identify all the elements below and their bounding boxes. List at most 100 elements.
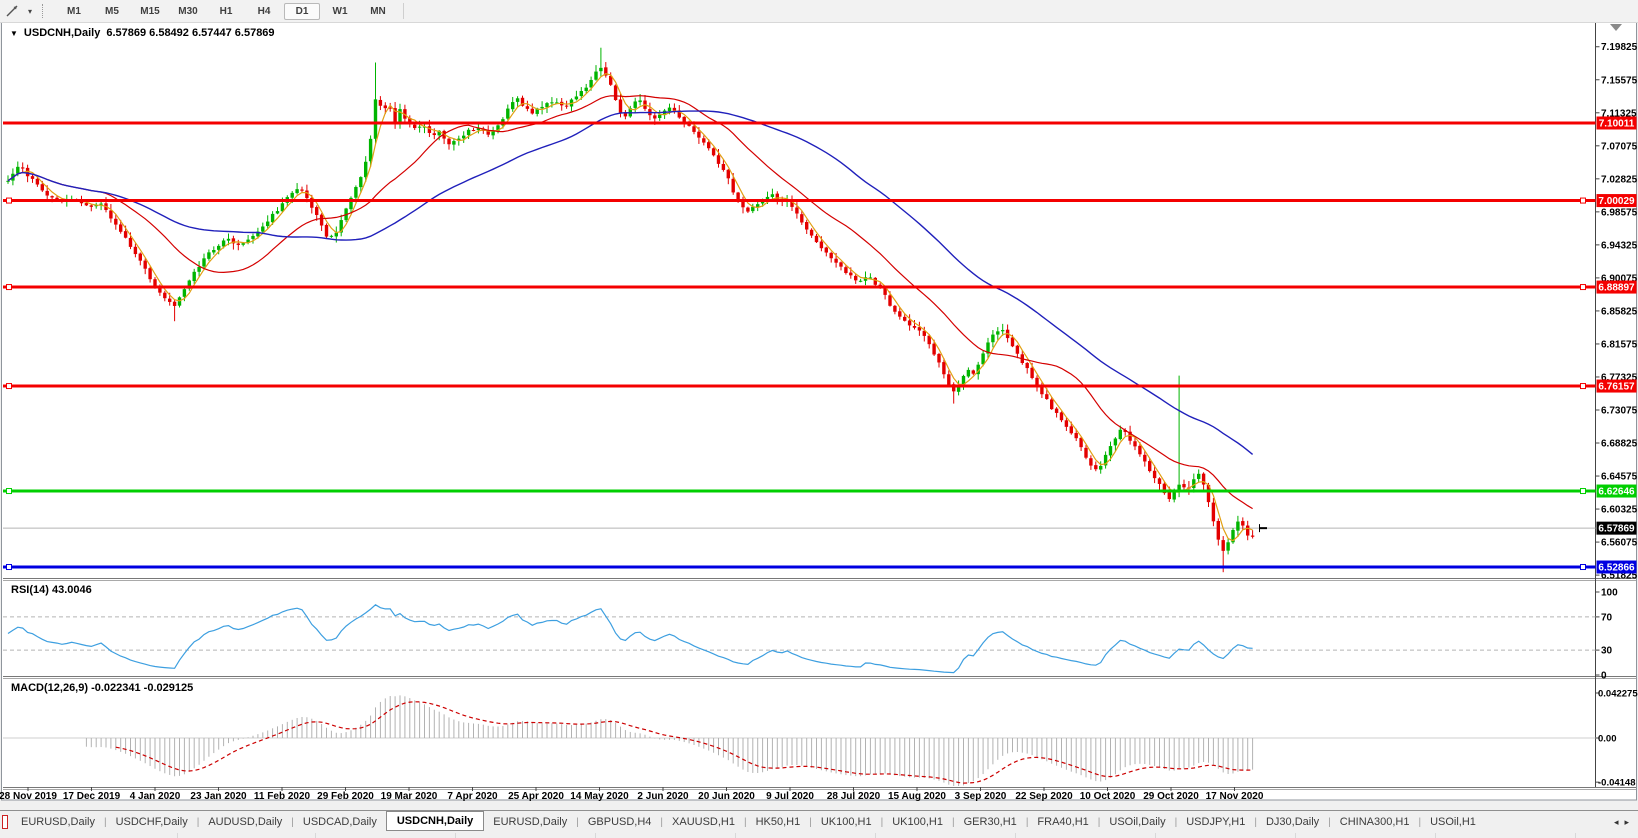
timeframe-button-m1[interactable]: M1 [67,5,81,17]
rsi-pane [3,604,1596,674]
line-handle[interactable] [1580,564,1586,571]
line-handle[interactable] [6,284,12,291]
macd-signal-line [115,701,1253,784]
chart-tab-hk50-h1[interactable]: HK50,H1 [755,816,801,828]
rsi-axis-label: 0 [1601,671,1607,682]
chart-shift-marker[interactable] [1610,24,1622,31]
chart-tab-bar: EURUSD,Daily | USDCHF,Daily | AUDUSD,Daily | U… [0,806,1638,838]
price-axis-label: 6.98575 [1601,207,1638,218]
timeframe-button-d1[interactable]: D1 [284,2,320,20]
date-axis-label: 9 Jul 2020 [766,791,814,802]
price-badge-6.52866 [1596,560,1637,574]
status-strip [0,833,1638,838]
line-studies-glyph [6,5,18,17]
timeframe-button-m30[interactable]: M30 [178,5,198,17]
tab-scroll-right-icon[interactable]: ▸ [1624,816,1629,827]
date-axis-label: 7 Apr 2020 [447,791,498,802]
chart-tab-eurusd-daily[interactable]: EURUSD,Daily [493,816,568,828]
date-axis-label: 11 Feb 2020 [254,791,311,802]
date-axis-label: 17 Nov 2020 [1206,791,1264,802]
tab-separator: | [880,816,884,828]
price-axis-label: 7.02825 [1601,174,1638,185]
ma-medium-line [7,95,1253,510]
chart-tab-dj30-daily[interactable]: DJ30,Daily [1265,816,1320,828]
price-axis-label: 6.90075 [1601,273,1638,284]
chart-tab-gbpusd-h4[interactable]: GBPUSD,H4 [587,816,652,828]
price-badge-label: 6.52866 [1598,563,1635,574]
line-handle[interactable] [6,488,12,495]
chart-tab-xauusd-h1[interactable]: XAUUSD,H1 [672,816,735,828]
date-axis-label: 25 Apr 2020 [508,791,564,802]
timeframe-button-h4[interactable]: H4 [257,5,271,17]
status-strip-divider [1575,833,1576,838]
chart-window-frame [1,22,1637,801]
tab-separator: | [1328,816,1331,828]
chart-tab-fra40-h1[interactable]: FRA40,H1 [1037,816,1089,828]
price-badge-7.10011 [1596,116,1637,130]
line-handle[interactable] [1580,383,1586,390]
chart-tab-usdcad-daily[interactable]: USDCAD,Daily [302,816,377,828]
price-badge-label: 6.88897 [1598,283,1635,294]
price-axis-label: 6.73075 [1601,405,1638,416]
chart-tab-eurusd-daily[interactable]: EURUSD,Daily [21,816,95,828]
date-axis-label: 15 Aug 2020 [888,791,946,802]
status-strip-divider [1295,833,1296,838]
date-axis-label: 3 Sep 2020 [955,791,1007,802]
price-axis-label: 6.51825 [1601,571,1638,582]
chart-tab-usoil-daily[interactable]: USOil,Daily [1109,816,1166,828]
timeframe-button-h1[interactable]: H1 [219,5,233,17]
chart-tab-usdchf-daily[interactable]: USDCHF,Daily [115,816,188,828]
line-studies-icon[interactable] [2,2,24,20]
price-badge-6.88897 [1596,280,1637,294]
date-axis-label: 4 Jan 2020 [130,791,181,802]
price-badge-6.76157 [1596,379,1637,393]
price-axis-label: 6.94325 [1601,240,1638,251]
price-axis-label: 6.64575 [1601,472,1638,483]
line-handle[interactable] [6,197,12,204]
timeframe-button-m5[interactable]: M5 [105,5,119,17]
date-axis-label: 28 Jul 2020 [827,791,881,802]
chart-tab-ger30-h1[interactable]: GER30,H1 [963,816,1017,828]
price-axis-label: 6.85825 [1601,306,1638,317]
status-strip-divider [177,833,178,838]
line-handle[interactable] [6,383,12,390]
tool-dropdown-icon[interactable]: ▾ [27,6,32,16]
date-axis-label: 2 Jun 2020 [637,791,689,802]
date-axis-label: 17 Dec 2019 [63,791,121,802]
timeframe-button-mn[interactable]: MN [370,5,386,17]
price-badge-label: 6.76157 [1598,382,1635,393]
chart-ohlc-values: 6.57869 6.58492 6.57447 6.57869 [106,27,275,39]
timeframe-button-m15[interactable]: M15 [140,5,160,17]
chart-tab-uk100-h1[interactable]: UK100,H1 [892,816,943,828]
line-handle[interactable] [1580,488,1586,495]
toolbar-grip[interactable] [42,4,47,18]
price-badge-6.57869 [1596,521,1637,535]
chart-tab-usdcnh-daily[interactable]: USDCNH,Daily [385,810,485,831]
macd-indicator-label: MACD(12,26,9) -0.022341 -0.029125 [11,682,194,694]
tab-scroll-left-icon[interactable]: ◂ [1613,816,1619,827]
date-axis-label: 23 Jan 2020 [190,791,247,802]
chart-canvas[interactable]: 7.19825 7.15575 7.11325 7.07075 7.02825 6.985… [0,0,1638,806]
line-handle[interactable] [1580,284,1586,291]
chart-tab-usoil-h1[interactable]: USOil,H1 [1430,816,1476,828]
chart-tab-usdjpy-h1[interactable]: USDJPY,H1 [1186,816,1246,828]
price-badge-label: 6.57869 [1598,524,1635,535]
price-axis-label: 6.68825 [1601,439,1638,450]
chart-menu-icon[interactable]: ▼ [10,28,18,38]
chart-tab-uk100-h1[interactable]: UK100,H1 [820,816,872,828]
chart-tab-china300-h1[interactable]: CHINA300,H1 [1339,816,1410,828]
macd-axis-label: 0.00 [1598,734,1617,745]
price-axis-label: 7.11325 [1601,108,1637,119]
rsi-line [7,604,1253,674]
line-handle[interactable] [6,564,12,571]
line-handle[interactable] [1580,197,1586,204]
tab-separator: | [1174,816,1178,828]
chart-tab-audusd-daily[interactable]: AUDUSD,Daily [208,816,283,828]
tab-bar-marker [2,815,8,829]
timeframe-button-w1[interactable]: W1 [332,5,348,17]
price-badge-label: 7.10011 [1599,119,1635,130]
price-axis-label: 6.81575 [1601,339,1638,350]
toolbar-separator [403,3,404,19]
price-badge-7.00029 [1596,194,1637,208]
